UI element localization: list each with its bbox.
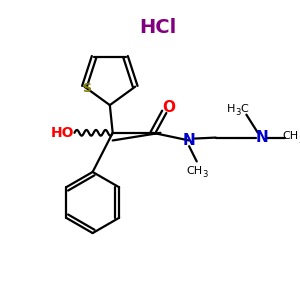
Text: 3: 3 bbox=[202, 170, 208, 179]
Text: 3: 3 bbox=[235, 108, 241, 117]
Text: N: N bbox=[255, 130, 268, 145]
Text: S: S bbox=[82, 82, 91, 95]
Text: HO: HO bbox=[50, 126, 74, 140]
Text: N: N bbox=[183, 133, 196, 148]
Text: 3: 3 bbox=[298, 136, 300, 145]
Text: C: C bbox=[241, 104, 248, 114]
Text: CH: CH bbox=[187, 166, 203, 176]
Text: O: O bbox=[163, 100, 176, 116]
Text: HCl: HCl bbox=[139, 18, 176, 37]
Text: H: H bbox=[227, 104, 235, 114]
Text: CH: CH bbox=[282, 131, 298, 141]
